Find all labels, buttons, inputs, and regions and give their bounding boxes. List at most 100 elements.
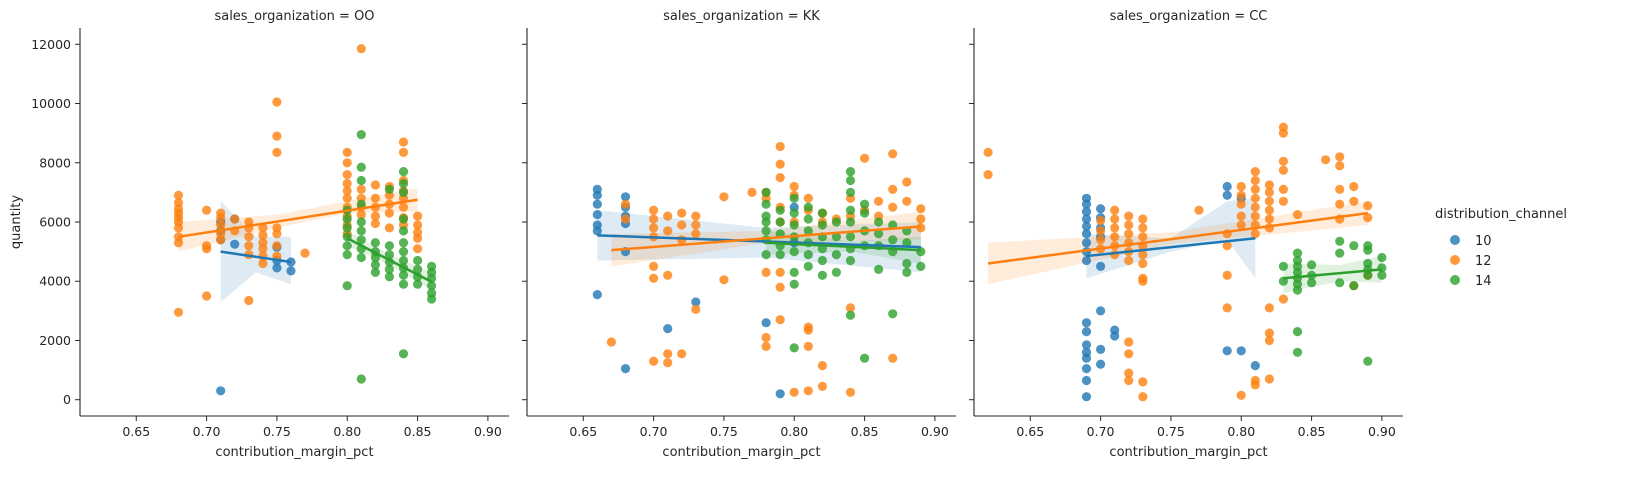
data-point [1110, 205, 1120, 215]
data-point [1349, 281, 1359, 291]
legend-label-10: 10 [1475, 234, 1492, 249]
data-point [342, 223, 352, 233]
data-point [1096, 306, 1106, 316]
data-point [398, 255, 409, 266]
data-point [803, 202, 813, 212]
data-point [1236, 211, 1246, 221]
panel-3: sales_organization = CC 0.65 0.70 0.75 0.80 0… [969, 9, 1403, 460]
data-point [1110, 214, 1120, 224]
data-point [1292, 327, 1303, 337]
data-point [1335, 184, 1345, 194]
data-point [620, 192, 631, 202]
data-point [691, 229, 701, 239]
data-point [1250, 229, 1260, 239]
data-point [860, 353, 870, 363]
data-point [1081, 318, 1092, 328]
panels-layer: sales_organization = OO 0.65 0.70 0.75 0.80 0… [9, 9, 1403, 460]
data-point [719, 275, 729, 285]
data-point [845, 255, 856, 266]
data-point [860, 199, 870, 209]
data-point [413, 211, 423, 221]
data-point [342, 193, 352, 203]
data-point [761, 187, 771, 197]
data-point [342, 214, 352, 224]
data-point [803, 341, 813, 351]
panel-title: sales_organization = OO [214, 9, 374, 24]
data-point [398, 167, 409, 177]
data-point [1363, 245, 1373, 255]
data-point [1081, 229, 1092, 239]
data-point [258, 258, 268, 269]
data-point [775, 282, 785, 292]
data-point [789, 267, 799, 277]
data-point [1264, 374, 1274, 384]
data-point [370, 267, 380, 277]
data-point [342, 241, 352, 251]
data-point [761, 332, 771, 343]
data-point [1124, 375, 1134, 386]
series-points-14 [342, 130, 437, 384]
regression-line-12 [987, 211, 1369, 265]
data-point [831, 232, 842, 242]
x-tick-label: 0.65 [569, 424, 597, 439]
data-point [384, 223, 394, 233]
data-point [1096, 344, 1106, 354]
data-point [803, 386, 813, 396]
data-point [272, 131, 282, 141]
data-point [592, 190, 602, 200]
data-point [244, 232, 254, 242]
panel-title: sales_organization = CC [1110, 9, 1268, 24]
data-point [874, 217, 884, 227]
data-point [663, 211, 673, 221]
data-point [384, 184, 394, 194]
data-point [413, 264, 423, 274]
data-point [888, 202, 898, 212]
data-point [1236, 199, 1246, 209]
x-tick-label: 0.70 [640, 424, 668, 439]
data-point [342, 250, 352, 260]
data-point [356, 235, 366, 245]
data-point [398, 238, 409, 248]
data-point [1335, 278, 1345, 288]
data-point [384, 272, 394, 282]
data-point [874, 264, 884, 274]
data-point [1124, 337, 1134, 347]
data-point [888, 235, 898, 245]
data-point [1335, 161, 1345, 171]
data-point [845, 310, 856, 320]
data-point [173, 223, 184, 233]
data-point [1250, 167, 1260, 177]
data-point [691, 297, 701, 307]
x-tick-label: 0.80 [1227, 424, 1255, 439]
data-point [775, 267, 785, 277]
x-tick-label: 0.70 [1087, 424, 1115, 439]
data-point [1138, 250, 1148, 260]
data-point [1363, 356, 1373, 366]
data-point [1138, 377, 1148, 387]
data-point [398, 187, 409, 197]
data-point [1110, 223, 1120, 233]
data-point [1278, 261, 1288, 271]
data-point [592, 290, 602, 300]
data-point [356, 217, 366, 227]
data-point [803, 250, 813, 260]
y-tick-label: 4000 [39, 274, 71, 289]
data-point [845, 205, 856, 215]
data-point [803, 325, 813, 335]
data-point [775, 141, 785, 152]
regression-line-10 [1086, 237, 1256, 258]
data-point [398, 270, 409, 280]
data-point [789, 279, 799, 289]
data-point [258, 230, 268, 240]
data-point [775, 205, 785, 215]
data-point [761, 199, 771, 209]
data-point [1222, 241, 1232, 251]
data-point [761, 226, 771, 236]
data-point [761, 217, 771, 227]
data-point [845, 187, 856, 197]
data-point [789, 387, 799, 397]
data-point [173, 307, 184, 317]
data-point [1278, 294, 1288, 304]
data-point [902, 267, 912, 277]
data-point [789, 247, 799, 257]
